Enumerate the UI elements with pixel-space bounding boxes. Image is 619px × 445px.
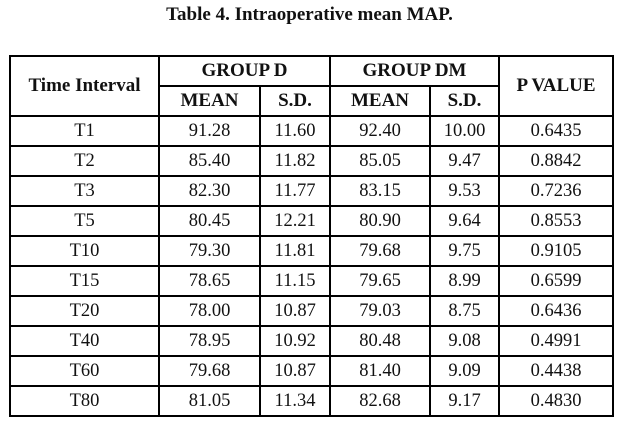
- cell-sd-d: 11.34: [259, 385, 331, 417]
- cell-mean-d: 82.30: [158, 175, 261, 207]
- table-row: T1 91.28 11.60 92.40 10.00 0.6435: [9, 115, 614, 147]
- cell-mean-dm: 82.68: [329, 385, 431, 417]
- cell-sd-dm: 9.17: [429, 385, 500, 417]
- cell-sd-dm: 9.47: [429, 145, 500, 177]
- cell-sd-dm: 8.75: [429, 295, 500, 327]
- cell-time: T20: [9, 295, 160, 327]
- cell-mean-dm: 92.40: [329, 115, 431, 147]
- cell-sd-d: 10.87: [259, 355, 331, 387]
- cell-sd-dm: 9.75: [429, 235, 500, 267]
- table-row: T5 80.45 12.21 80.90 9.64 0.8553: [9, 205, 614, 237]
- header-mean-dm: MEAN: [329, 85, 431, 117]
- cell-sd-dm: 9.64: [429, 205, 500, 237]
- cell-mean-dm: 79.03: [329, 295, 431, 327]
- table-body: T1 91.28 11.60 92.40 10.00 0.6435 T2 85.…: [9, 115, 614, 417]
- cell-mean-d: 85.40: [158, 145, 261, 177]
- cell-mean-dm: 79.65: [329, 265, 431, 297]
- cell-sd-dm: 10.00: [429, 115, 500, 147]
- cell-p-value: 0.4830: [498, 385, 614, 417]
- cell-mean-d: 78.00: [158, 295, 261, 327]
- header-group-d: GROUP D: [158, 55, 331, 87]
- table-row: T10 79.30 11.81 79.68 9.75 0.9105: [9, 235, 614, 267]
- cell-mean-d: 78.95: [158, 325, 261, 357]
- cell-time: T80: [9, 385, 160, 417]
- cell-mean-d: 80.45: [158, 205, 261, 237]
- cell-time: T5: [9, 205, 160, 237]
- cell-p-value: 0.8842: [498, 145, 614, 177]
- cell-mean-d: 91.28: [158, 115, 261, 147]
- cell-sd-dm: 9.09: [429, 355, 500, 387]
- cell-p-value: 0.6599: [498, 265, 614, 297]
- cell-sd-d: 10.92: [259, 325, 331, 357]
- cell-time: T10: [9, 235, 160, 267]
- cell-mean-dm: 79.68: [329, 235, 431, 267]
- cell-sd-dm: 9.08: [429, 325, 500, 357]
- cell-mean-d: 81.05: [158, 385, 261, 417]
- cell-sd-d: 11.15: [259, 265, 331, 297]
- table-row: T2 85.40 11.82 85.05 9.47 0.8842: [9, 145, 614, 177]
- cell-p-value: 0.6435: [498, 115, 614, 147]
- table-row: T3 82.30 11.77 83.15 9.53 0.7236: [9, 175, 614, 207]
- cell-mean-dm: 81.40: [329, 355, 431, 387]
- cell-mean-dm: 80.90: [329, 205, 431, 237]
- cell-sd-dm: 9.53: [429, 175, 500, 207]
- cell-time: T3: [9, 175, 160, 207]
- cell-mean-d: 79.30: [158, 235, 261, 267]
- cell-p-value: 0.4991: [498, 325, 614, 357]
- header-mean-d: MEAN: [158, 85, 261, 117]
- cell-p-value: 0.7236: [498, 175, 614, 207]
- cell-sd-d: 11.60: [259, 115, 331, 147]
- cell-p-value: 0.8553: [498, 205, 614, 237]
- cell-mean-d: 79.68: [158, 355, 261, 387]
- header-sd-d: S.D.: [259, 85, 331, 117]
- cell-mean-dm: 85.05: [329, 145, 431, 177]
- cell-mean-d: 78.65: [158, 265, 261, 297]
- table-row: T20 78.00 10.87 79.03 8.75 0.6436: [9, 295, 614, 327]
- header-p-value: P VALUE: [498, 55, 614, 117]
- cell-mean-dm: 83.15: [329, 175, 431, 207]
- header-row-stats: MEAN S.D. MEAN S.D.: [10, 85, 613, 117]
- table-row: T40 78.95 10.92 80.48 9.08 0.4991: [9, 325, 614, 357]
- cell-time: T60: [9, 355, 160, 387]
- data-table: Time Interval GROUP D GROUP DM P VALUE M…: [9, 55, 614, 417]
- table-header: Time Interval GROUP D GROUP DM P VALUE M…: [9, 55, 614, 117]
- cell-p-value: 0.4438: [498, 355, 614, 387]
- cell-sd-d: 11.81: [259, 235, 331, 267]
- header-group-dm: GROUP DM: [329, 55, 500, 87]
- header-sd-dm: S.D.: [429, 85, 500, 117]
- cell-time: T15: [9, 265, 160, 297]
- table-caption: Table 4. Intraoperative mean MAP.: [166, 4, 453, 25]
- cell-sd-d: 10.87: [259, 295, 331, 327]
- table-row: T15 78.65 11.15 79.65 8.99 0.6599: [9, 265, 614, 297]
- header-time-interval: Time Interval: [9, 55, 160, 117]
- cell-sd-d: 11.82: [259, 145, 331, 177]
- cell-sd-dm: 8.99: [429, 265, 500, 297]
- cell-p-value: 0.9105: [498, 235, 614, 267]
- cell-time: T40: [9, 325, 160, 357]
- cell-mean-dm: 80.48: [329, 325, 431, 357]
- cell-sd-d: 11.77: [259, 175, 331, 207]
- table-row: T80 81.05 11.34 82.68 9.17 0.4830: [9, 385, 614, 417]
- cell-p-value: 0.6436: [498, 295, 614, 327]
- cell-time: T2: [9, 145, 160, 177]
- table-row: T60 79.68 10.87 81.40 9.09 0.4438: [9, 355, 614, 387]
- header-row-groups: Time Interval GROUP D GROUP DM P VALUE: [9, 55, 614, 117]
- cell-time: T1: [9, 115, 160, 147]
- cell-sd-d: 12.21: [259, 205, 331, 237]
